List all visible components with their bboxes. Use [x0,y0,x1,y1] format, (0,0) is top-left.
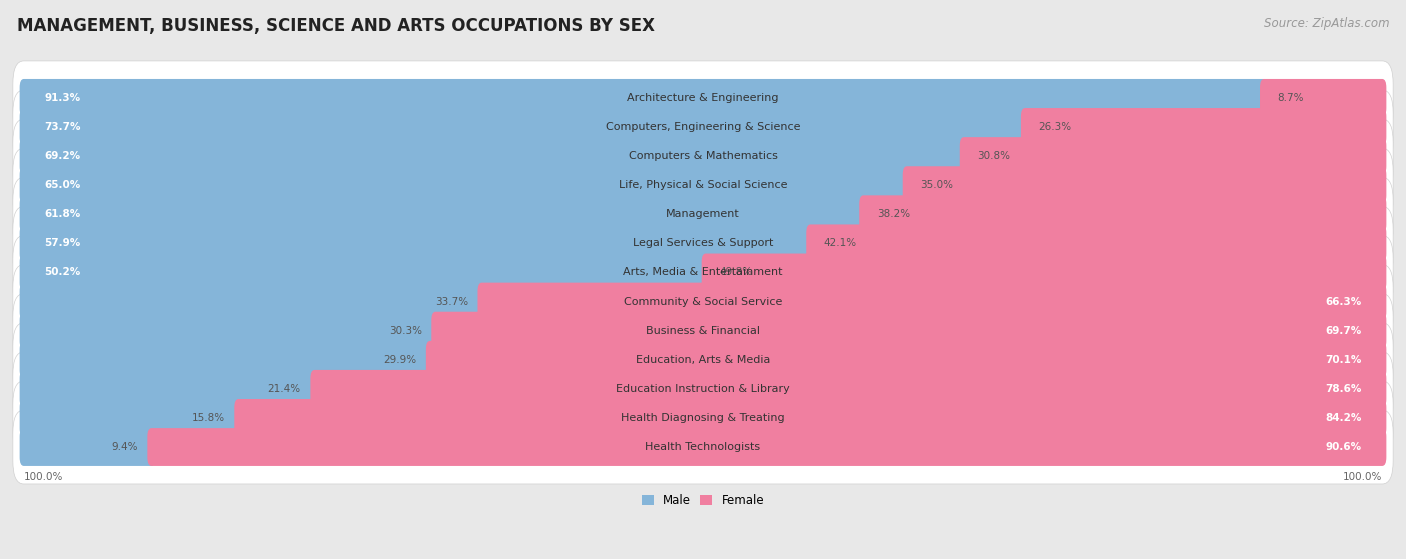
FancyBboxPatch shape [13,293,1393,368]
Text: Community & Social Service: Community & Social Service [624,296,782,306]
Text: Education Instruction & Library: Education Instruction & Library [616,384,790,394]
Legend: Male, Female: Male, Female [637,490,769,512]
FancyBboxPatch shape [13,90,1393,164]
Text: 91.3%: 91.3% [44,93,80,103]
Text: 65.0%: 65.0% [44,180,80,190]
Text: 33.7%: 33.7% [434,296,468,306]
FancyBboxPatch shape [13,323,1393,397]
FancyBboxPatch shape [20,108,1029,146]
FancyBboxPatch shape [20,166,911,204]
FancyBboxPatch shape [20,79,1268,117]
Text: Health Diagnosing & Treating: Health Diagnosing & Treating [621,413,785,423]
FancyBboxPatch shape [311,370,1386,408]
FancyBboxPatch shape [1021,108,1386,146]
FancyBboxPatch shape [148,428,1386,466]
FancyBboxPatch shape [13,177,1393,251]
FancyBboxPatch shape [478,283,1386,320]
FancyBboxPatch shape [13,352,1393,426]
Text: 30.3%: 30.3% [389,326,422,335]
FancyBboxPatch shape [20,399,242,437]
Text: 61.8%: 61.8% [44,209,80,219]
FancyBboxPatch shape [960,137,1386,175]
Text: 66.3%: 66.3% [1326,296,1362,306]
Text: 30.8%: 30.8% [977,151,1011,161]
Text: 29.9%: 29.9% [384,355,416,364]
Text: Source: ZipAtlas.com: Source: ZipAtlas.com [1264,17,1389,30]
FancyBboxPatch shape [13,148,1393,222]
FancyBboxPatch shape [13,119,1393,193]
Text: Health Technologists: Health Technologists [645,442,761,452]
FancyBboxPatch shape [426,341,1386,378]
FancyBboxPatch shape [20,312,440,349]
Text: Education, Arts & Media: Education, Arts & Media [636,355,770,364]
FancyBboxPatch shape [20,283,485,320]
Text: Computers, Engineering & Science: Computers, Engineering & Science [606,122,800,132]
Text: 84.2%: 84.2% [1326,413,1362,423]
Text: 15.8%: 15.8% [191,413,225,423]
FancyBboxPatch shape [903,166,1386,204]
Text: Life, Physical & Social Science: Life, Physical & Social Science [619,180,787,190]
FancyBboxPatch shape [20,370,319,408]
Text: 100.0%: 100.0% [1343,472,1382,482]
Text: 100.0%: 100.0% [24,472,63,482]
Text: Business & Financial: Business & Financial [645,326,761,335]
FancyBboxPatch shape [432,312,1386,349]
Text: Management: Management [666,209,740,219]
Text: 70.1%: 70.1% [1326,355,1362,364]
FancyBboxPatch shape [20,195,868,233]
FancyBboxPatch shape [13,264,1393,339]
Text: 69.7%: 69.7% [1326,326,1362,335]
FancyBboxPatch shape [20,341,434,378]
FancyBboxPatch shape [806,225,1386,262]
Text: 73.7%: 73.7% [44,122,80,132]
FancyBboxPatch shape [1260,79,1386,117]
FancyBboxPatch shape [13,61,1393,135]
FancyBboxPatch shape [13,206,1393,280]
Text: 9.4%: 9.4% [111,442,138,452]
Text: 21.4%: 21.4% [267,384,301,394]
Text: Architecture & Engineering: Architecture & Engineering [627,93,779,103]
FancyBboxPatch shape [13,381,1393,455]
Text: 38.2%: 38.2% [877,209,910,219]
FancyBboxPatch shape [20,254,710,291]
FancyBboxPatch shape [859,195,1386,233]
Text: 35.0%: 35.0% [921,180,953,190]
Text: 49.8%: 49.8% [720,267,752,277]
Text: Arts, Media & Entertainment: Arts, Media & Entertainment [623,267,783,277]
Text: MANAGEMENT, BUSINESS, SCIENCE AND ARTS OCCUPATIONS BY SEX: MANAGEMENT, BUSINESS, SCIENCE AND ARTS O… [17,17,655,35]
FancyBboxPatch shape [20,428,156,466]
FancyBboxPatch shape [13,410,1393,484]
FancyBboxPatch shape [20,137,967,175]
Text: 90.6%: 90.6% [1326,442,1362,452]
Text: Computers & Mathematics: Computers & Mathematics [628,151,778,161]
Text: 69.2%: 69.2% [44,151,80,161]
Text: 42.1%: 42.1% [824,238,858,248]
Text: 57.9%: 57.9% [44,238,80,248]
Text: 78.6%: 78.6% [1326,384,1362,394]
Text: 8.7%: 8.7% [1278,93,1305,103]
FancyBboxPatch shape [702,254,1386,291]
FancyBboxPatch shape [20,225,814,262]
Text: 50.2%: 50.2% [44,267,80,277]
Text: 26.3%: 26.3% [1039,122,1071,132]
Text: Legal Services & Support: Legal Services & Support [633,238,773,248]
FancyBboxPatch shape [13,235,1393,309]
FancyBboxPatch shape [235,399,1386,437]
